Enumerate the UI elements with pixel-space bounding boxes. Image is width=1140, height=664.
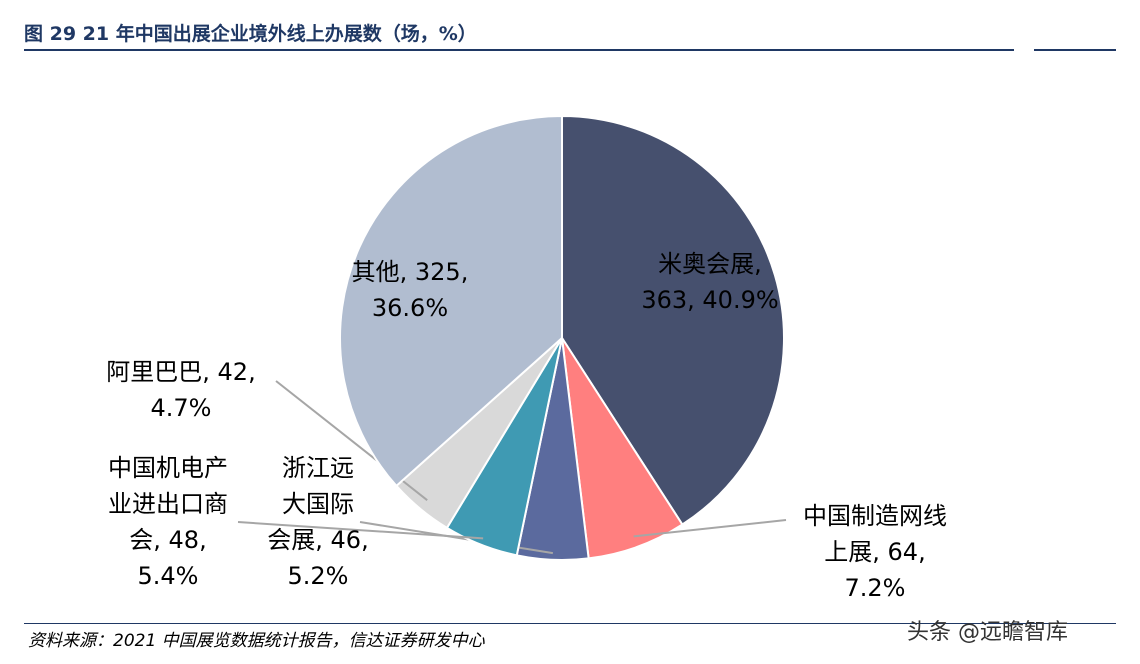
watermark: 头条 @远瞻智库 <box>907 620 1068 645</box>
pie-slice-5 <box>339 114 563 488</box>
slice-label-line: 7.2% <box>844 574 906 602</box>
slice-label-line: 米奥会展, <box>658 250 762 278</box>
chart-header: 图 29 21 年中国出展企业境外线上办展数（场，%） <box>24 19 1116 51</box>
slice-label-5: 其他, 325, 36.6% <box>330 254 490 326</box>
slice-label-line: 业进出口商 <box>108 490 228 518</box>
slice-label-line: 36.6% <box>371 294 449 322</box>
slice-label-3: 中国机电产业进出口商会, 48, 5.4% <box>88 450 248 594</box>
slice-label-line: 中国机电产 <box>108 454 228 482</box>
slice-label-2: 浙江远大国际会展, 46, 5.2% <box>258 450 378 594</box>
slice-label-line: 363, 40.9% <box>641 286 779 314</box>
slice-label-line: 浙江远 <box>282 454 354 482</box>
slice-label-line: 其他, 325, <box>351 258 469 286</box>
pie-slice-1 <box>561 337 684 560</box>
slice-label-line: 阿里巴巴, 42, <box>106 358 256 386</box>
pie-chart-area: 米奥会展, 363, 40.9% 中国制造网线 上展, 64, 7.2% 浙江远大国际会展… <box>0 60 1140 620</box>
chart-title: 图 29 21 年中国出展企业境外线上办展数（场，%） <box>24 23 477 45</box>
slice-label-line: 会, 48, <box>129 526 207 554</box>
slice-label-line: 5.4% <box>137 562 199 590</box>
pie-chart <box>237 114 787 561</box>
leader-line-3 <box>237 521 484 540</box>
slice-label-line: 会展, 46, <box>267 526 369 554</box>
footer-rule <box>24 623 1116 624</box>
slice-label-0: 米奥会展, 363, 40.9% <box>620 246 800 318</box>
slice-label-line: 上展, 64, <box>824 538 926 566</box>
slice-label-4: 阿里巴巴, 42, 4.7% <box>86 354 276 426</box>
slice-label-line: 5.2% <box>287 562 349 590</box>
source-note: 资料来源：2021 中国展览数据统计报告，信达证券研发中心 <box>28 631 485 651</box>
slice-label-line: 中国制造网线 <box>803 502 947 530</box>
title-rule <box>24 49 1116 51</box>
slice-label-1: 中国制造网线 上展, 64, 7.2% <box>760 498 990 606</box>
leader-line-1 <box>633 519 787 538</box>
slice-label-line: 4.7% <box>150 394 212 422</box>
slice-label-line: 大国际 <box>282 490 354 518</box>
